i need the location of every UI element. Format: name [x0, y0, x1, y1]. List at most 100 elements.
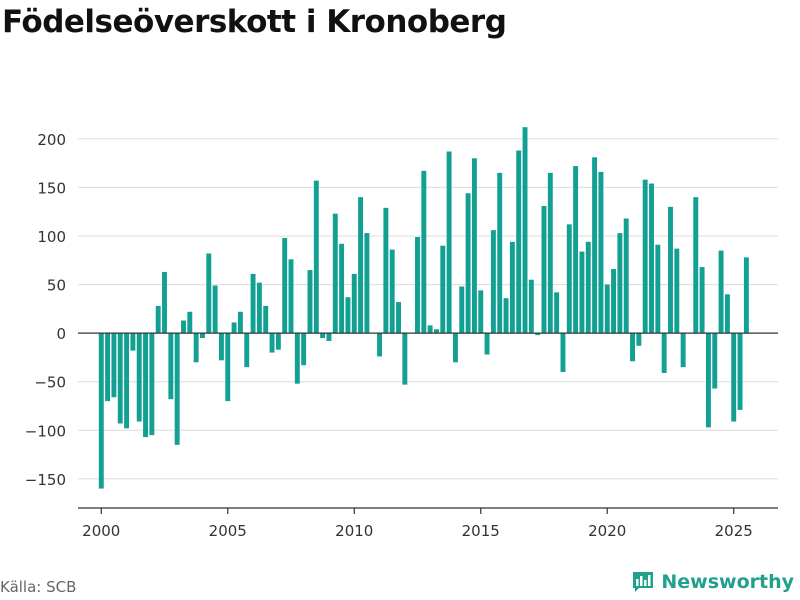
bar	[402, 333, 408, 385]
tick-labels: −150 −100 −50 0 50 100 150 200 2000 2005 2010 2015 2…	[25, 131, 753, 540]
bar	[490, 230, 496, 334]
bar	[124, 333, 130, 429]
bar	[737, 333, 743, 410]
bar	[509, 241, 515, 334]
bar	[187, 311, 193, 334]
y-tick-label: −100	[25, 422, 66, 440]
bar	[193, 333, 199, 363]
bar	[351, 273, 357, 334]
y-tick-label: −150	[25, 471, 66, 489]
bar	[674, 248, 680, 334]
bar	[623, 218, 629, 334]
y-tick-label: 200	[37, 131, 66, 149]
bar	[168, 333, 174, 400]
bar	[630, 333, 635, 362]
bar	[250, 273, 256, 334]
bar	[301, 333, 307, 366]
bar	[573, 166, 579, 334]
bar	[111, 333, 117, 398]
bar	[434, 329, 439, 334]
bar	[105, 333, 111, 402]
y-tick-label: 0	[56, 325, 66, 343]
bar	[358, 197, 364, 334]
bar	[294, 333, 300, 384]
bar	[364, 233, 370, 334]
bar	[718, 250, 724, 334]
bar	[174, 333, 180, 445]
bar	[699, 267, 705, 334]
bar	[446, 151, 452, 334]
bar	[592, 157, 598, 334]
bar	[200, 333, 205, 338]
bar	[212, 285, 218, 334]
bar	[547, 172, 553, 334]
bar	[181, 320, 186, 334]
bar	[705, 333, 711, 428]
bar-chart-icon	[633, 572, 654, 592]
bar	[598, 171, 604, 334]
bar	[149, 333, 155, 436]
bar	[743, 257, 749, 334]
grid-lines	[78, 138, 778, 480]
bar	[668, 206, 673, 334]
bar	[503, 298, 509, 334]
bar	[206, 253, 212, 334]
bar	[478, 290, 484, 334]
y-tick-label: 150	[37, 179, 66, 197]
bar	[237, 311, 243, 334]
bar	[225, 333, 231, 402]
bar	[155, 305, 161, 334]
axes	[78, 332, 778, 514]
bar	[244, 333, 250, 368]
bars	[98, 127, 749, 489]
bar	[269, 333, 275, 353]
bar	[383, 207, 389, 334]
bar	[655, 244, 661, 334]
bar	[440, 245, 446, 334]
bar	[649, 183, 654, 334]
bar	[452, 333, 458, 363]
x-tick-label: 2025	[715, 522, 753, 540]
bar	[465, 193, 471, 334]
chart-title: Födelseöverskott i Kronoberg	[2, 4, 507, 40]
bar	[636, 333, 642, 346]
bar	[130, 333, 136, 351]
bar	[724, 294, 730, 334]
bar	[459, 286, 465, 334]
bar	[585, 241, 591, 334]
bar	[282, 237, 288, 334]
bar	[218, 333, 224, 361]
bar	[731, 333, 737, 422]
bar	[560, 333, 566, 372]
y-tick-label: 100	[37, 228, 66, 246]
bar	[288, 259, 294, 334]
bar	[617, 233, 623, 334]
bar	[396, 302, 401, 334]
bar	[332, 213, 338, 334]
bar	[263, 305, 269, 334]
bar	[712, 333, 718, 389]
bar	[415, 236, 420, 334]
y-tick-label: −50	[34, 374, 66, 392]
bar	[541, 205, 547, 334]
bar	[421, 170, 427, 334]
bar	[579, 251, 585, 334]
bar	[680, 333, 686, 368]
x-tick-label: 2020	[588, 522, 626, 540]
bar	[535, 333, 541, 336]
bar	[604, 284, 610, 334]
x-tick-label: 2010	[335, 522, 373, 540]
bar	[528, 279, 534, 334]
bar	[497, 172, 503, 334]
bar	[661, 333, 667, 373]
bar	[256, 282, 262, 334]
x-tick-label: 2000	[82, 522, 120, 540]
bar	[117, 333, 123, 424]
bar	[611, 269, 617, 334]
bar	[471, 158, 477, 334]
y-tick-label: 50	[47, 277, 66, 295]
bar	[307, 270, 313, 334]
bar	[484, 333, 490, 355]
bar	[377, 333, 383, 357]
